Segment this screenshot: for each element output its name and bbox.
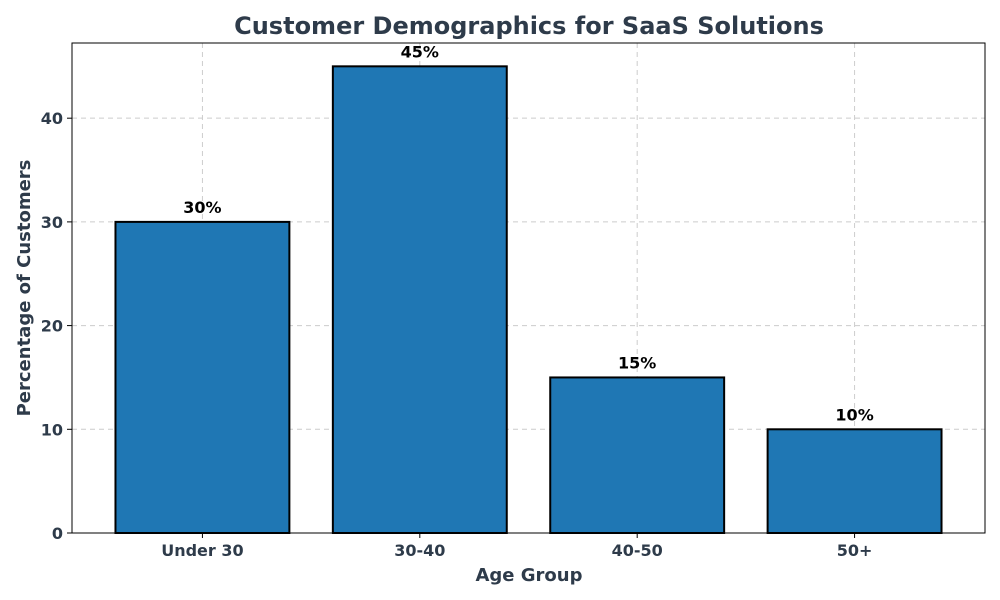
y-tick-label: 40: [41, 109, 63, 128]
plot-frame: [71, 42, 986, 534]
y-axis-label: Percentage of Customers: [14, 160, 35, 417]
y-tick-label: 0: [52, 524, 63, 543]
bars: [114, 65, 943, 535]
bar-value-label: 15%: [618, 353, 656, 372]
axis-ticks: 0 10 20 30 40 Under 30 30-40 40-50 50+: [41, 109, 873, 560]
bar-value-label: 45%: [401, 42, 439, 61]
y-tick-label: 20: [41, 317, 63, 336]
chart-title: Customer Demographics for SaaS Solutions: [234, 12, 824, 40]
bar: [114, 220, 291, 534]
x-tick-label: 40-50: [612, 541, 663, 560]
value-labels: 30% 45% 15% 10%: [183, 42, 873, 424]
bar: [766, 428, 943, 534]
bar-value-label: 10%: [835, 405, 873, 424]
bar-value-label: 30%: [183, 198, 221, 217]
y-tick-label: 30: [41, 213, 63, 232]
x-tick-label: Under 30: [161, 541, 243, 560]
y-tick-label: 10: [41, 420, 63, 439]
bar: [549, 376, 726, 535]
x-axis-label: Age Group: [475, 565, 582, 586]
x-tick-label: 50+: [837, 541, 873, 560]
x-tick-label: 30-40: [394, 541, 445, 560]
bar: [331, 65, 508, 534]
